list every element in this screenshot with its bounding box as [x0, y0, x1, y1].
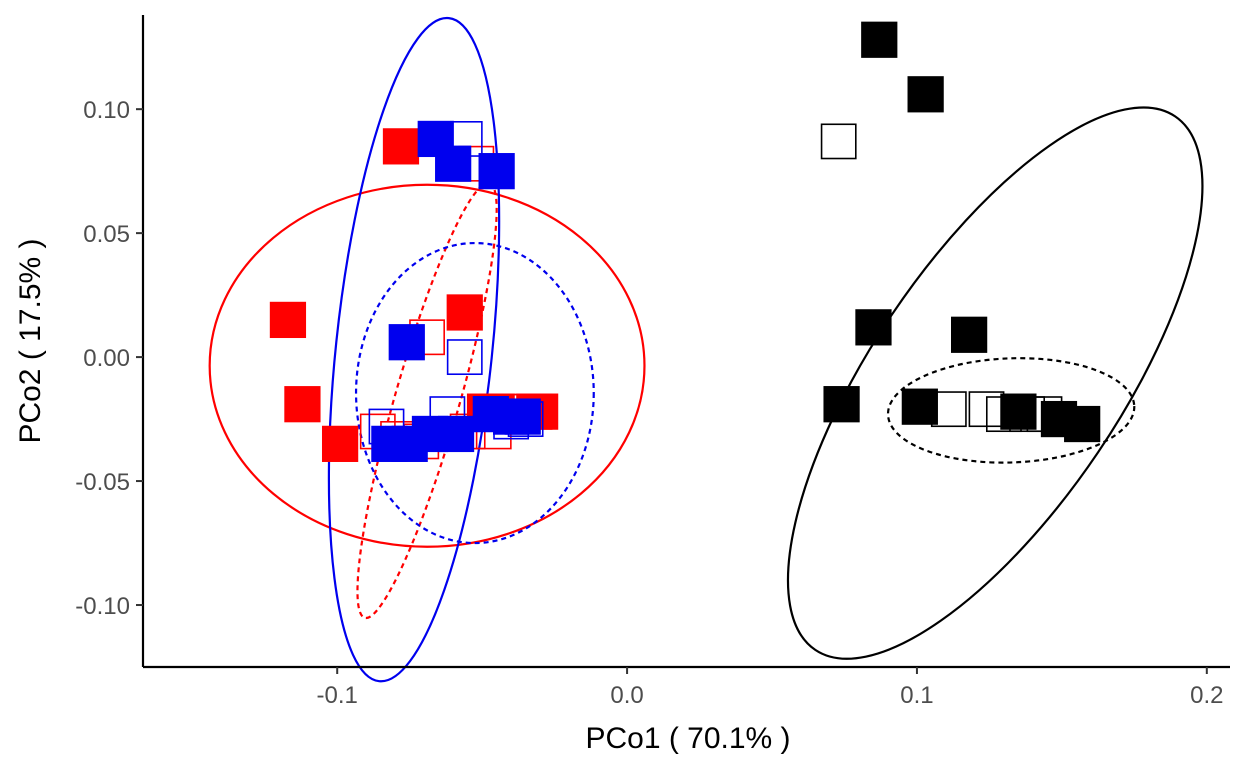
filled-square-point: [855, 309, 892, 346]
open-square-point: [446, 121, 483, 157]
filled-square-point: [382, 128, 420, 165]
x-axis-ticks: -0.1 0.0 0.1 0.2: [317, 667, 1223, 709]
open-square-point: [985, 396, 1022, 433]
open-square-point: [446, 339, 483, 376]
y-tick-label: 0.10: [83, 97, 130, 124]
open-square-point: [368, 408, 405, 445]
y-tick-label: 0.05: [83, 221, 130, 248]
y-tick-label: -0.10: [75, 593, 130, 620]
filled-square-point: [437, 415, 475, 453]
y-axis-title: PCo2 ( 17.5% ): [14, 238, 47, 443]
dashed-ellipse: [886, 357, 1136, 464]
open-square-point: [429, 396, 466, 433]
x-axis-title: PCo1 ( 70.1% ): [585, 722, 790, 755]
filled-square-point: [284, 386, 321, 423]
y-axis-ticks: -0.10 -0.05 0.00 0.05 0.10: [75, 97, 143, 620]
data-points: [269, 21, 1101, 462]
filled-square-point: [446, 294, 483, 331]
filled-square-point: [901, 388, 938, 425]
solid-ellipse: [327, 16, 501, 683]
filled-square-point: [435, 145, 472, 182]
filled-square-point: [269, 301, 307, 339]
filled-square-point: [1000, 393, 1037, 430]
open-square-point: [823, 386, 860, 423]
filled-square-point: [951, 316, 988, 353]
dashed-ellipse: [354, 241, 595, 545]
y-tick-label: 0.00: [83, 345, 130, 372]
filled-square-point: [1064, 405, 1101, 443]
x-tick-label: 0.2: [1190, 682, 1223, 709]
solid-ellipse: [208, 183, 646, 548]
filled-square-point: [388, 324, 425, 361]
confidence-ellipses: [208, 16, 1204, 683]
filled-square-point: [823, 386, 860, 423]
open-square-point: [930, 391, 967, 428]
open-square-point: [493, 403, 530, 440]
x-tick-label: 0.0: [610, 682, 643, 709]
filled-square-point: [861, 21, 898, 58]
filled-square-point: [478, 153, 515, 190]
filled-square-point: [321, 425, 359, 462]
x-tick-label: -0.1: [317, 682, 358, 709]
open-square-point: [507, 401, 544, 437]
filled-square-point: [907, 76, 944, 113]
x-tick-label: 0.1: [900, 682, 933, 709]
solid-ellipse: [786, 106, 1204, 660]
open-square-point: [820, 123, 857, 160]
y-tick-label: -0.05: [75, 469, 130, 496]
open-square-point: [1026, 396, 1063, 433]
